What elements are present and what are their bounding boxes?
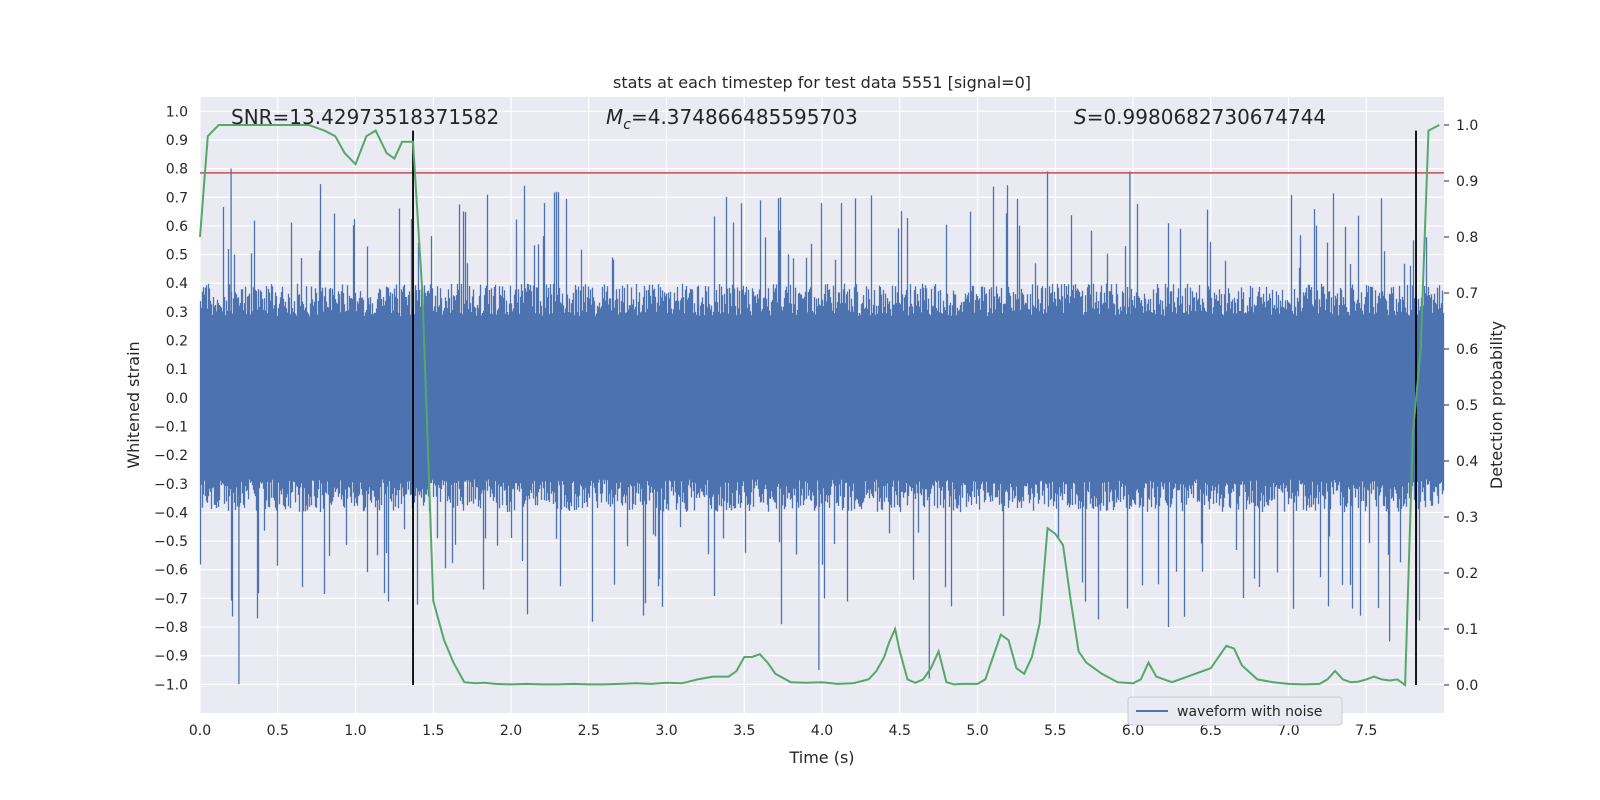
x-tick-label: 2.5 — [578, 723, 600, 739]
left-tick-label: −0.4 — [154, 505, 188, 521]
chart-title: stats at each timestep for test data 555… — [613, 73, 1031, 92]
x-tick-label: 6.5 — [1200, 723, 1222, 739]
left-tick-label: −0.3 — [154, 477, 188, 493]
right-tick-label: 0.7 — [1456, 286, 1478, 302]
right-tick-labels: 1.0 0.9 0.8 0.7 0.6 0.5 0.4 0.3 0.2 0.1 0.0 — [1444, 118, 1478, 694]
x-tick-label: 4.0 — [811, 723, 833, 739]
left-tick-label: 0.8 — [166, 162, 188, 178]
x-axis-label: Time (s) — [788, 748, 854, 767]
left-tick-label: 0.9 — [166, 133, 188, 149]
x-tick-label: 2.0 — [500, 723, 522, 739]
right-tick-label: 0.0 — [1456, 678, 1478, 694]
right-tick-label: 0.8 — [1456, 230, 1478, 246]
left-tick-label: 0.3 — [166, 305, 188, 321]
right-tick-label: 0.4 — [1456, 454, 1478, 470]
snr-annotation: SNR=13.42973518371582 — [231, 105, 499, 129]
x-tick-label: 1.5 — [422, 723, 444, 739]
left-axis-label: Whitened strain — [124, 341, 143, 468]
left-tick-label: 0.4 — [166, 276, 188, 292]
x-tick-labels: 0.0 0.5 1.0 1.5 2.0 2.5 3.0 3.5 4.0 4.5 5.0 5.5 6.0 6… — [189, 723, 1378, 739]
legend-box — [1127, 696, 1343, 726]
right-axis-label: Detection probability — [1487, 321, 1506, 489]
left-tick-label: 0.5 — [166, 248, 188, 264]
x-tick-label: 0.0 — [189, 723, 211, 739]
right-tick-label: 0.5 — [1456, 398, 1478, 414]
x-tick-label: 1.0 — [344, 723, 366, 739]
x-tick-label: 7.5 — [1355, 723, 1377, 739]
left-tick-labels: 1.0 0.9 0.8 0.7 0.6 0.5 0.4 0.3 0.2 0.1 0.0 −0.1 −0.… — [154, 104, 188, 693]
chirp-mass-annotation: Mc=4.374866485595703 — [606, 105, 858, 133]
left-tick-label: 0.7 — [166, 190, 188, 206]
left-tick-label: −0.1 — [154, 419, 188, 435]
x-tick-label: 7.0 — [1277, 723, 1299, 739]
x-tick-label: 4.5 — [889, 723, 911, 739]
left-tick-label: 0.1 — [166, 362, 188, 378]
x-tick-label: 3.5 — [733, 723, 755, 739]
left-tick-label: −0.6 — [154, 563, 188, 579]
score-annotation: S=0.9980682730674744 — [1074, 105, 1326, 129]
legend-label: waveform with noise — [1177, 704, 1322, 720]
score-value: =0.9980682730674744 — [1087, 105, 1326, 129]
left-tick-label: −0.8 — [154, 620, 188, 636]
score-symbol: S — [1074, 105, 1087, 129]
x-tick-label: 3.0 — [655, 723, 677, 739]
right-tick-label: 0.3 — [1456, 510, 1478, 526]
right-tick-label: 0.6 — [1456, 342, 1478, 358]
left-tick-label: −1.0 — [154, 677, 188, 693]
left-tick-label: −0.2 — [154, 448, 188, 464]
left-tick-label: 0.6 — [166, 219, 188, 235]
left-tick-label: 0.0 — [166, 391, 188, 407]
waveform-series — [199, 168, 1445, 685]
legend: waveform with noise — [1127, 696, 1343, 726]
chirp-mass-symbol: M — [606, 105, 623, 129]
x-tick-label: 5.0 — [966, 723, 988, 739]
right-tick-label: 1.0 — [1456, 118, 1478, 134]
x-tick-label: 0.5 — [267, 723, 289, 739]
left-tick-label: 0.2 — [166, 334, 188, 350]
chirp-mass-value: =4.374866485595703 — [631, 105, 858, 129]
left-tick-label: −0.9 — [154, 649, 188, 665]
right-tick-label: 0.9 — [1456, 174, 1478, 190]
right-tick-label: 0.1 — [1456, 622, 1478, 638]
left-tick-label: 1.0 — [166, 104, 188, 120]
left-tick-label: −0.5 — [154, 534, 188, 550]
right-tick-label: 0.2 — [1456, 566, 1478, 582]
x-tick-label: 6.0 — [1122, 723, 1144, 739]
waveform-noise — [199, 168, 1445, 685]
chirp-mass-subscript: c — [623, 117, 631, 133]
detection-probability-line — [199, 124, 1440, 687]
left-tick-label: −0.7 — [154, 591, 188, 607]
x-tick-label: 5.5 — [1044, 723, 1066, 739]
